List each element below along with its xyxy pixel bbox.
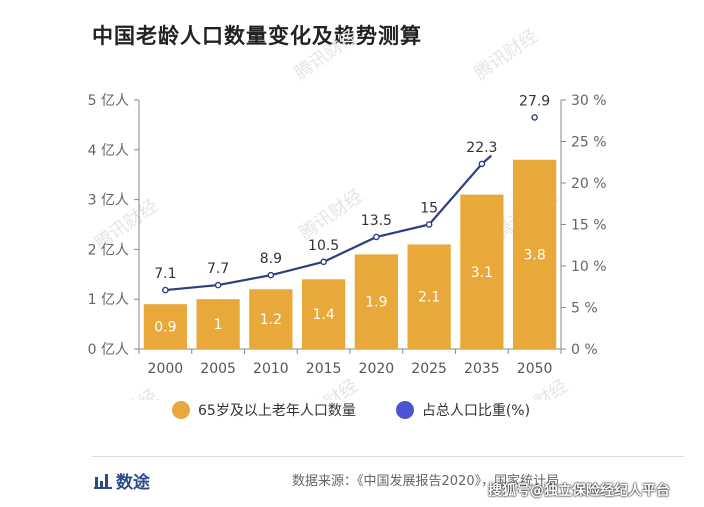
line-series: 7.1 7.7 8.9 10.5 13.5 15 22.3 27.9 [154,93,550,294]
legend-swatch-line [395,401,414,419]
line-value-label: 27.9 [519,93,550,109]
y-left-tick-label: 2 亿人 [88,242,129,258]
legend-item-line[interactable]: 占总人口比重(%) [395,400,531,420]
y-right-tick-label: 15 % [571,218,607,234]
line-point [478,160,486,168]
bar-value-label: 3.1 [471,265,493,281]
line-value-label: 13.5 [361,213,392,229]
x-tick-label: 2005 [200,361,236,377]
bar-series: 0.9 1 1.2 1.4 1.9 2.1 3.1 3.8 [143,159,557,349]
y-left-tick-label: 0 亿人 [88,342,129,358]
x-tick-label: 2020 [359,361,395,377]
bar [354,254,399,349]
y-right-tick-label: 0 % [571,342,598,358]
bar [143,304,188,349]
bar-value-label: 1.9 [365,295,387,311]
line-path [165,154,493,292]
line-point [425,221,433,228]
data-source: 数据来源：《中国发展报告2020》，国家统计局 [292,474,560,489]
watermark-text: 腾讯财经 [501,376,572,400]
line-value-label: 8.9 [260,251,282,267]
line-value-label: 10.5 [308,238,339,254]
brand-name: 数途 [116,473,150,493]
legend: 65岁及以上老年人口数量 占总人口比重(%) [172,400,530,420]
x-tick-label: 2050 [517,361,553,377]
y-right-tick-label: 10 % [571,259,607,275]
x-tick-label: 2015 [306,361,342,377]
legend-label-line: 占总人口比重(%) [421,403,531,419]
watermark-text: 腾讯财经 [471,26,542,84]
bar [196,299,240,349]
bar [512,159,557,349]
y-left-tick-label: 5 亿人 [88,93,129,109]
line-point [162,286,169,294]
line-point [267,271,275,279]
y-right-tick-label: 30 % [571,93,607,109]
y-left-tick-label: 4 亿人 [88,143,129,159]
bar [249,289,293,349]
bar-value-label: 0.9 [154,320,176,336]
bar [301,279,346,349]
chart-canvas: 腾讯财经腾讯财经腾讯财经腾讯财经腾讯财经腾讯财经腾讯财经腾讯财经 0 亿人1 亿… [88,26,607,400]
bar-chart-icon [94,473,112,489]
watermark-text: 腾讯财经 [296,186,367,244]
x-tick-label: 2000 [148,361,184,377]
line-point [531,114,538,121]
chart-title: 中国老龄人口数量变化及趋势测算 [92,24,422,48]
footer-divider [92,456,684,457]
x-tick-label: 2025 [411,361,447,377]
platform-watermark: 搜狐号@独立保险经纪人平台 [488,483,670,499]
y-left-tick-label: 1 亿人 [88,292,129,308]
line-point [320,258,327,266]
bar [407,244,451,349]
x-tick-label: 2010 [253,361,289,377]
line-value-label: 7.1 [154,266,176,282]
bar-value-label: 1.2 [260,312,282,328]
y-right-tick-label: 5 % [571,301,598,317]
y-right-tick-label: 25 % [571,135,607,151]
y-left-tick-label: 3 亿人 [88,193,129,209]
line-point [373,233,380,241]
bar-value-label: 2.1 [418,290,440,306]
line-value-label: 22.3 [466,140,497,156]
axes: 0 亿人 1 亿人 2 亿人 3 亿人 4 亿人 5 亿人 0 % 5 % 10 % 15 % 20… [88,93,607,377]
bar [460,194,504,349]
bar-value-label: 3.8 [523,247,545,263]
watermark-text: 腾讯财经 [291,376,362,400]
bar-value-label: 1 [214,317,223,333]
line-value-label: 7.7 [207,261,229,277]
x-tick-label: 2035 [464,361,500,377]
legend-swatch-bar [172,401,190,419]
legend-label-bar: 65岁及以上老年人口数量 [198,403,356,419]
watermark-text: 腾讯财经 [91,386,162,400]
legend-item-bar[interactable]: 65岁及以上老年人口数量 [172,400,356,420]
watermark-text: 腾讯财经 [291,26,362,84]
brand-logo: 数途 [94,468,150,493]
y-right-tick-label: 20 % [571,176,607,192]
line-point [214,281,222,289]
line-value-label: 15 [420,201,438,217]
bar-value-label: 1.4 [312,307,334,323]
